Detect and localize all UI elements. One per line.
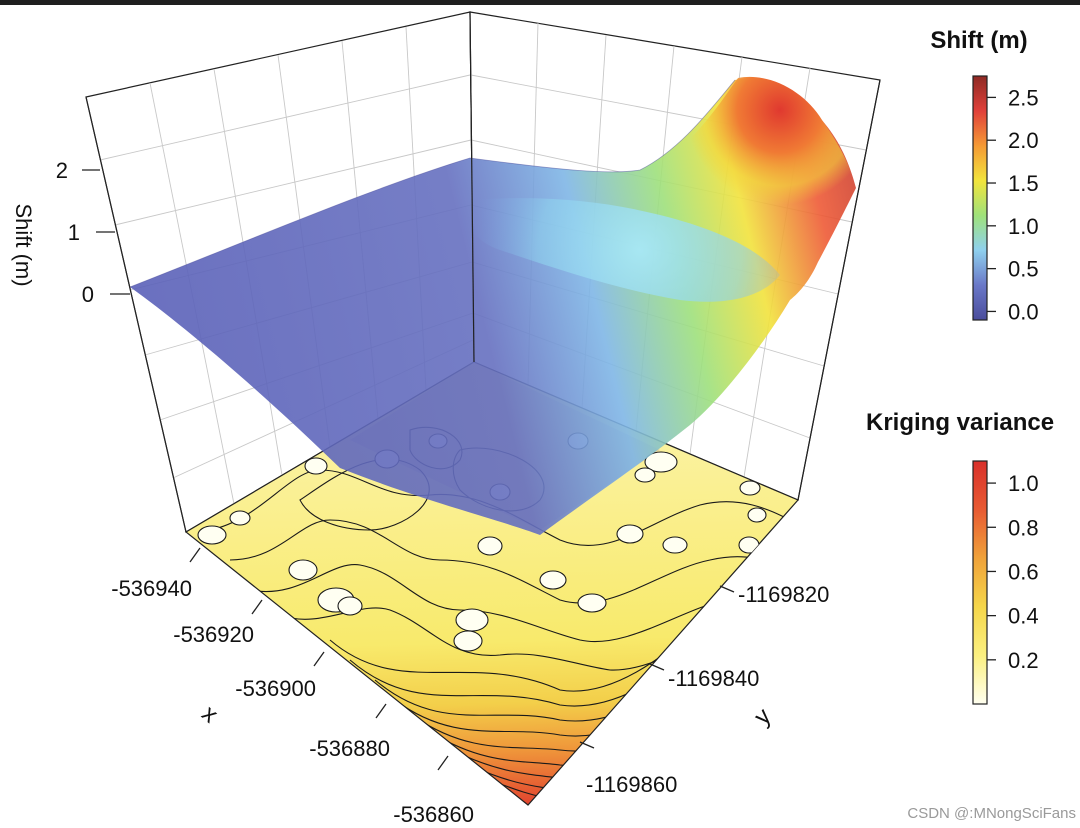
y-axis: -1169820 -1169840 -1169860 y bbox=[579, 582, 829, 797]
z-axis: 2 1 0 Shift (m) bbox=[11, 158, 130, 307]
shift-legend-tick-label: 2.0 bbox=[1008, 128, 1039, 153]
y-tick-label: -1169840 bbox=[668, 666, 759, 691]
variance-legend-tick-label: 0.6 bbox=[1008, 559, 1039, 584]
y-axis-label: y bbox=[749, 703, 777, 731]
shift-legend-tick-label: 0.0 bbox=[1008, 299, 1039, 324]
top-border bbox=[0, 0, 1080, 5]
z-axis-label: Shift (m) bbox=[11, 203, 36, 286]
z-tick-label: 2 bbox=[56, 158, 68, 183]
x-tick-label: -536880 bbox=[309, 736, 390, 761]
watermark: CSDN @:MNongSciFans bbox=[907, 805, 1076, 822]
x-tick-label: -536900 bbox=[235, 676, 316, 701]
x-tick-label: -536860 bbox=[393, 802, 474, 827]
x-tick-label: -536920 bbox=[173, 622, 254, 647]
y-tick-label: -1169860 bbox=[586, 772, 677, 797]
variance-legend-tick-label: 0.8 bbox=[1008, 515, 1039, 540]
variance-legend-title: Kriging variance bbox=[866, 409, 1054, 436]
shift-surface bbox=[129, 76, 856, 535]
variance-legend-tick-label: 0.4 bbox=[1008, 604, 1039, 629]
x-axis: -536940 -536920 -536900 -536880 -536860 … bbox=[111, 547, 474, 827]
variance-legend-tick-label: 0.2 bbox=[1008, 648, 1039, 673]
x-axis-label: x bbox=[197, 700, 224, 728]
shift-legend-tick-label: 1.0 bbox=[1008, 214, 1039, 239]
variance-legend-tick-label: 1.0 bbox=[1008, 471, 1039, 496]
z-tick-label: 1 bbox=[68, 220, 80, 245]
z-tick-label: 0 bbox=[82, 282, 94, 307]
x-tick-label: -536940 bbox=[111, 576, 192, 601]
shift-legend: Shift (m) 2.5 2.0 1.5 1.0 0.5 0.0 bbox=[930, 27, 1038, 324]
variance-legend: Kriging variance 1.0 0.8 0.6 0.4 0.2 bbox=[866, 409, 1054, 705]
variance-colorbar bbox=[972, 460, 988, 705]
y-tick-label: -1169820 bbox=[738, 582, 829, 607]
shift-legend-title: Shift (m) bbox=[930, 27, 1027, 54]
shift-legend-tick-label: 1.5 bbox=[1008, 171, 1039, 196]
shift-legend-tick-label: 0.5 bbox=[1008, 257, 1039, 282]
shift-colorbar bbox=[972, 75, 988, 321]
shift-legend-tick-label: 2.5 bbox=[1008, 85, 1039, 110]
box-edges bbox=[85, 11, 881, 533]
